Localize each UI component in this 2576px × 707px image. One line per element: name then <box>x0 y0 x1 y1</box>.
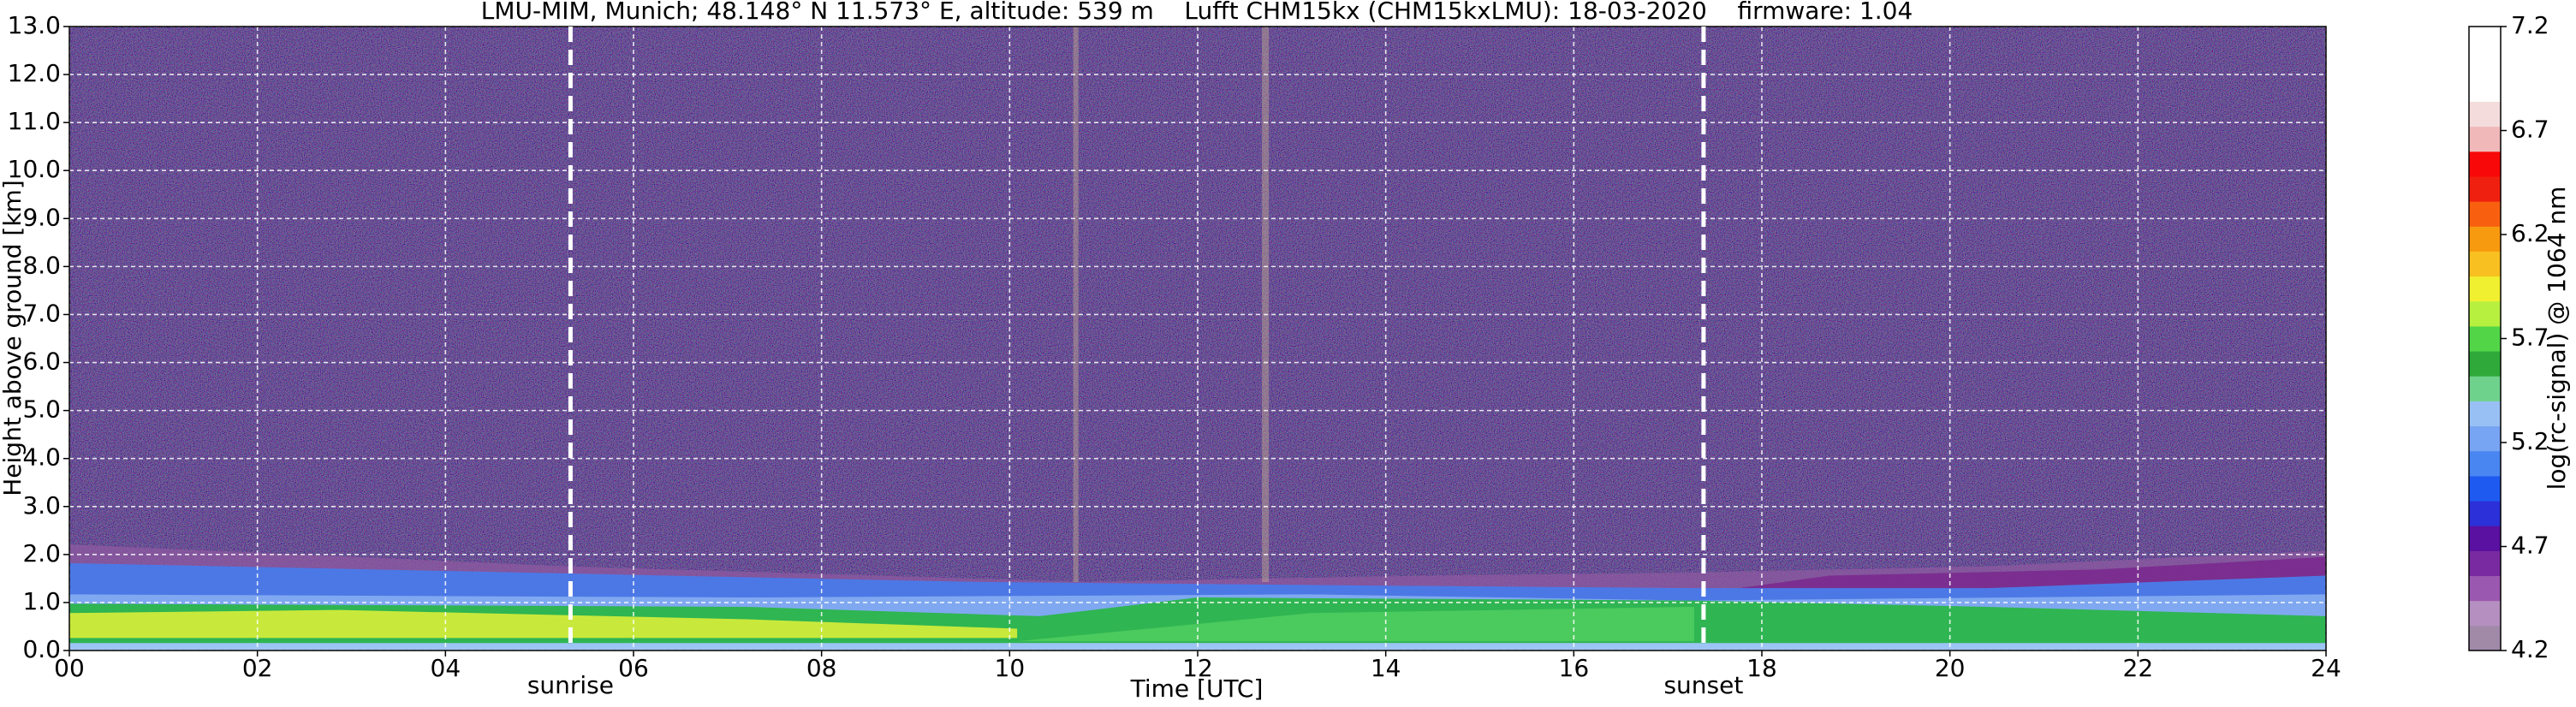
colorbar-segment <box>2469 526 2501 551</box>
x-axis-label: Time [UTC] <box>1130 674 1264 703</box>
colorbar-segment <box>2469 201 2501 227</box>
colorbar-tick-label: 7.2 <box>2511 11 2549 39</box>
y-axis-label: Height above ground [km] <box>0 180 27 496</box>
colorbar-tick-label: 4.7 <box>2511 532 2549 560</box>
green-light <box>1017 606 1694 642</box>
colorbar-segment <box>2469 475 2501 502</box>
x-tick-label: 04 <box>431 654 461 682</box>
colorbar-segment <box>2469 276 2501 302</box>
yellow-patch <box>69 609 1018 639</box>
y-tick-label: 8.0 <box>22 251 61 279</box>
colorbar-segment <box>2469 625 2501 651</box>
y-tick-label: 2.0 <box>22 539 61 567</box>
x-tick-label: 18 <box>1746 654 1777 682</box>
streak <box>1073 27 1079 582</box>
colorbar-segment <box>2469 251 2501 277</box>
streak <box>1262 27 1270 582</box>
colorbar-segment <box>2469 300 2501 327</box>
x-tick-label: 10 <box>995 654 1026 682</box>
x-tick-label: 16 <box>1559 654 1590 682</box>
y-tick-label: 0.0 <box>22 635 61 663</box>
colorbar-segment <box>2469 126 2501 152</box>
colorbar-tick-label: 5.7 <box>2511 324 2549 352</box>
plot-frame <box>68 26 2327 651</box>
colorbar-label: log(rc-signal) @ 1064 nm <box>2543 187 2571 490</box>
x-tick-label: 06 <box>618 654 649 682</box>
x-tick-label: 02 <box>242 654 273 682</box>
colorbar-segment <box>2469 401 2501 427</box>
y-tick-label: 11.0 <box>8 107 61 135</box>
x-tick-label: 00 <box>54 654 85 682</box>
colorbar-segment <box>2469 351 2501 377</box>
colorbar-tick-label: 6.7 <box>2511 116 2549 144</box>
y-tick-label: 10.0 <box>8 155 61 183</box>
colorbar-segment <box>2469 550 2501 577</box>
colorbar-segment <box>2469 175 2501 202</box>
y-tick-label: 9.0 <box>22 203 61 231</box>
annotation-label: sunset <box>1663 671 1743 699</box>
x-tick-label: 08 <box>806 654 837 682</box>
x-tick-label: 22 <box>2123 654 2154 682</box>
colorbar-segment <box>2469 101 2501 128</box>
chart-title: LMU-MIM, Munich; 48.148° N 11.573° E, al… <box>481 0 1913 25</box>
colorbar-segment <box>2469 425 2501 452</box>
x-tick-label: 14 <box>1371 654 1401 682</box>
x-tick-label: 20 <box>1935 654 1966 682</box>
colorbar-segment <box>2469 450 2501 477</box>
y-tick-label: 5.0 <box>22 395 61 424</box>
x-tick-label: 12 <box>1182 654 1213 682</box>
y-tick-label: 7.0 <box>22 299 61 327</box>
annotation-label: sunrise <box>527 671 614 699</box>
y-tick-label: 6.0 <box>22 348 61 376</box>
colorbar-segment <box>2469 27 2501 102</box>
colorbar-segment <box>2469 325 2501 352</box>
colorbar-tick-label: 5.2 <box>2511 427 2549 455</box>
colorbar-segment <box>2469 575 2501 602</box>
colorbar-tick-label: 6.2 <box>2511 219 2549 247</box>
y-tick-label: 1.0 <box>22 587 61 615</box>
colorbar-segment <box>2469 600 2501 627</box>
y-tick-label: 4.0 <box>22 443 61 472</box>
colorbar-segment <box>2469 376 2501 401</box>
colorbar-segment <box>2469 226 2501 252</box>
y-tick-label: 3.0 <box>22 491 61 520</box>
colorbar-segment <box>2469 501 2501 526</box>
colorbar-segment <box>2469 151 2501 177</box>
x-tick-label: 24 <box>2311 654 2341 682</box>
colorbar-tick-label: 4.2 <box>2511 635 2549 663</box>
y-tick-label: 13.0 <box>8 11 61 39</box>
y-tick-label: 12.0 <box>8 59 61 87</box>
